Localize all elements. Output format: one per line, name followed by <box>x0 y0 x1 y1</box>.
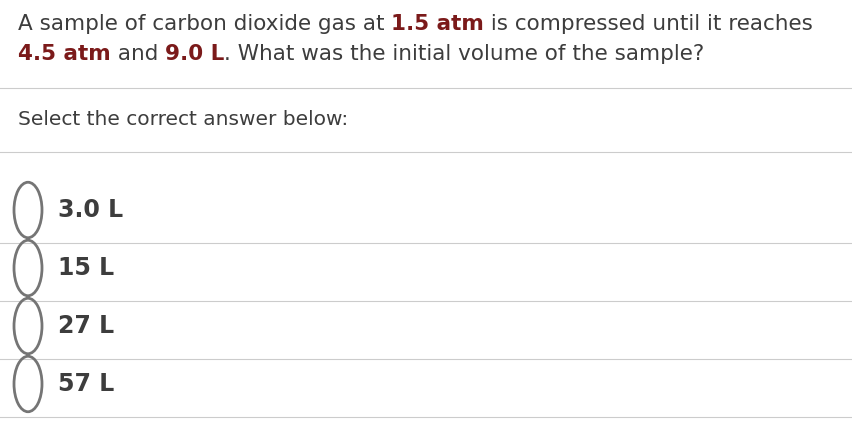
Text: 3.0 L: 3.0 L <box>58 198 124 222</box>
Text: Select the correct answer below:: Select the correct answer below: <box>18 110 348 129</box>
Text: . What was the initial volume of the sample?: . What was the initial volume of the sam… <box>224 44 705 64</box>
Text: 4.5 atm: 4.5 atm <box>18 44 111 64</box>
Text: 9.0 L: 9.0 L <box>165 44 224 64</box>
Text: A sample of carbon dioxide gas at: A sample of carbon dioxide gas at <box>18 14 391 34</box>
Text: 27 L: 27 L <box>58 314 114 338</box>
Text: 1.5 atm: 1.5 atm <box>391 14 484 34</box>
Text: 15 L: 15 L <box>58 256 114 280</box>
Text: is compressed until it reaches: is compressed until it reaches <box>484 14 813 34</box>
Text: and: and <box>111 44 165 64</box>
Text: 57 L: 57 L <box>58 372 114 396</box>
